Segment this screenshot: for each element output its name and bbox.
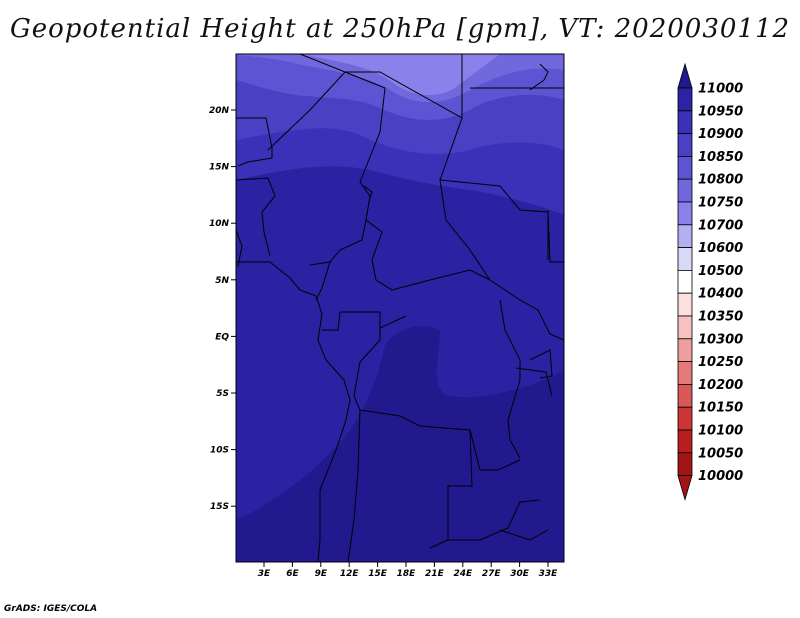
lon-tick-label: 21E (425, 569, 445, 579)
colorbar-segment (677, 87, 693, 112)
colorbar: 11000 10950 10900 10850 10800 10750 10700 10600… (677, 62, 743, 502)
colorbar-label: 10950 (698, 104, 743, 119)
colorbar-label: 10750 (698, 196, 743, 211)
lat-tick-label: 10N (209, 219, 230, 229)
colorbar-max-arrow (677, 62, 693, 89)
lon-tick-label: 18E (397, 569, 417, 579)
colorbar-segment (677, 178, 693, 203)
colorbar-segment (677, 452, 693, 476)
colorbar-segment (677, 247, 693, 271)
lon-tick-label: 33E (539, 569, 559, 579)
colorbar-segment (677, 110, 693, 135)
latitude-axis: 20N 15N 10N 5N EQ 5S 10S 15S (209, 106, 236, 512)
lon-tick-label: 9E (315, 569, 328, 579)
lon-tick-label: 3E (258, 569, 271, 579)
colorbar-label: 10350 (698, 310, 743, 325)
colorbar-segment (677, 361, 693, 385)
colorbar-segment (677, 133, 693, 157)
map-title: Geopotential Height at 250hPa [gpm], VT:… (9, 14, 791, 44)
lon-tick-label: 30E (510, 569, 530, 579)
lat-tick-label: 5N (215, 276, 229, 286)
colorbar-segment (677, 406, 693, 431)
lat-tick-label: 15S (210, 502, 229, 512)
height-field (236, 54, 564, 562)
colorbar-min-arrow (677, 475, 693, 502)
colorbar-label: 10400 (698, 287, 743, 302)
colorbar-segment (677, 338, 693, 362)
colorbar-label: 10250 (698, 355, 743, 370)
colorbar-label: 10600 (698, 241, 743, 256)
lon-tick-label: 15E (368, 569, 388, 579)
colorbar-segment (677, 315, 693, 340)
country-borders (236, 54, 564, 562)
colorbar-label: 10100 (698, 424, 743, 439)
colorbar-label: 10300 (698, 332, 743, 347)
lat-tick-label: 20N (209, 106, 230, 116)
colorbar-label: 10900 (698, 127, 743, 142)
band-10950-11000 (236, 325, 564, 562)
lat-tick-label: 10S (210, 446, 229, 456)
lon-tick-label: 6E (286, 569, 299, 579)
colorbar-segment (677, 224, 693, 249)
longitude-axis: 3E 6E 9E 12E 15E 18E 21E 24E 27E 30E 33E (258, 562, 558, 579)
lat-tick-label: 15N (209, 163, 230, 173)
colorbar-label: 10800 (698, 173, 743, 188)
lon-tick-label: 27E (482, 569, 502, 579)
colorbar-segment (677, 383, 693, 408)
colorbar-segment (677, 269, 693, 294)
lon-tick-label: 24E (453, 569, 473, 579)
colorbar-segment (677, 429, 693, 454)
colorbar-label: 10150 (698, 401, 743, 416)
credit-label: GrADS: IGES/COLA (4, 604, 98, 614)
colorbar-segment (677, 201, 693, 226)
colorbar-segment (677, 155, 693, 180)
colorbar-label: 10500 (698, 264, 743, 279)
colorbar-label: 10850 (698, 150, 743, 165)
colorbar-label: 10200 (698, 378, 743, 393)
band-10600-10700 (300, 54, 500, 96)
lat-tick-label: 5S (216, 389, 229, 399)
lat-tick-label: EQ (215, 332, 229, 342)
colorbar-label: 10700 (698, 218, 743, 233)
map-frame (235, 53, 565, 563)
colorbar-label: 11000 (698, 82, 743, 97)
colorbar-segment (677, 292, 693, 317)
lon-tick-label: 12E (340, 569, 360, 579)
colorbar-label: 10000 (698, 469, 743, 484)
colorbar-label: 10050 (698, 446, 743, 461)
